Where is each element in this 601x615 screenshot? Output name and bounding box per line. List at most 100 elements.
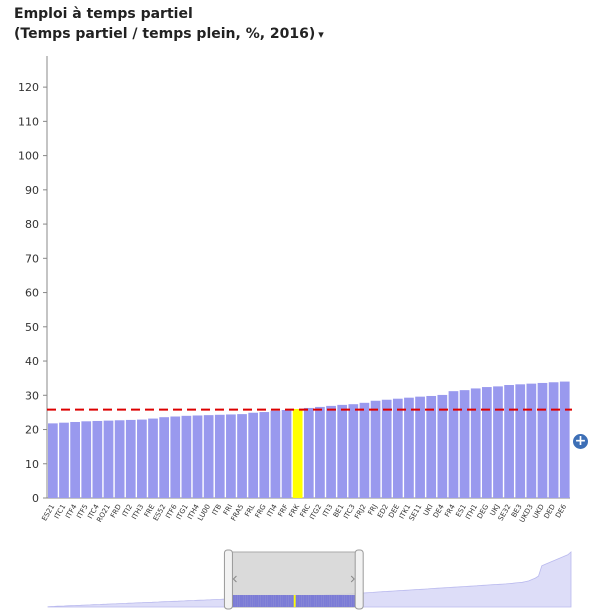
scroll-left-icon[interactable]	[232, 575, 237, 583]
bar-ded[interactable]	[548, 382, 559, 498]
y-tick-label: 50	[25, 321, 39, 334]
navigator-bar	[271, 595, 274, 607]
navigator-bar	[325, 595, 328, 607]
navigator-left-handle[interactable]	[223, 549, 233, 610]
bar-iti2[interactable]	[125, 419, 136, 498]
bar-frl[interactable]	[248, 412, 259, 498]
bar-itc1[interactable]	[59, 422, 69, 498]
navigator-bar	[333, 595, 335, 607]
navigator-bar	[260, 595, 263, 607]
bar-iti4[interactable]	[270, 410, 281, 498]
bar-frd[interactable]	[114, 420, 125, 498]
y-tick-label: 20	[25, 424, 39, 437]
chart-title[interactable]: Emploi à temps partiel (Temps partiel / …	[14, 4, 324, 45]
bar-itf4[interactable]	[70, 421, 80, 498]
bar-ukj[interactable]	[493, 386, 503, 498]
navigator-bar	[267, 595, 270, 607]
navigator-bar	[262, 595, 264, 607]
plus-circle-icon[interactable]: +	[573, 433, 588, 449]
navigator-bar	[245, 595, 248, 607]
x-axis-labels: ES21ITC1ITF4ITF5ITC4RO21FRDITI2ITH3FREES…	[40, 503, 568, 524]
navigator-bar	[291, 595, 294, 607]
bar-se32[interactable]	[504, 385, 514, 498]
x-tick-label: ITI4	[265, 503, 279, 519]
bar-itf6[interactable]	[170, 416, 181, 498]
scroll-right-icon[interactable]	[350, 575, 355, 583]
bar-ith4[interactable]	[192, 415, 203, 498]
bar-es1[interactable]	[459, 390, 470, 498]
bar-itc3[interactable]	[348, 404, 359, 498]
bar-de6[interactable]	[559, 381, 570, 498]
bar-ed2[interactable]	[381, 399, 392, 498]
bar-frc[interactable]	[303, 407, 314, 498]
x-tick-label: ITG2	[308, 503, 323, 521]
navigator-bar	[329, 595, 332, 607]
bar-frk[interactable]	[292, 408, 303, 498]
navigator-bar	[293, 595, 296, 607]
dropdown-caret-icon[interactable]: ▾	[318, 28, 324, 41]
navigator[interactable]	[47, 549, 572, 610]
bar-be3[interactable]	[515, 384, 526, 498]
bar-iti3[interactable]	[326, 405, 336, 498]
bar-se11[interactable]	[415, 396, 425, 498]
navigator-bar	[286, 595, 289, 607]
bar-frg[interactable]	[259, 412, 270, 498]
bar-ith3[interactable]	[137, 419, 147, 498]
navigator-bar	[321, 595, 324, 607]
bar-fri[interactable]	[226, 414, 236, 498]
navigator-bar	[269, 595, 272, 607]
navigator-bar	[318, 595, 320, 607]
bar-frj[interactable]	[370, 400, 381, 498]
navigator-bar	[278, 595, 281, 607]
bar-itf5[interactable]	[81, 421, 92, 498]
navigator-bar	[275, 595, 277, 607]
bar-ith1[interactable]	[470, 388, 481, 498]
bar-ukd[interactable]	[537, 382, 548, 498]
navigator-bar	[247, 595, 249, 607]
chart-title-line1: Emploi à temps partiel	[14, 6, 193, 22]
navigator-bar	[308, 595, 311, 607]
bar-frf[interactable]	[281, 410, 292, 498]
bar-ro21[interactable]	[103, 420, 114, 498]
navigator-bar	[319, 595, 322, 607]
navigator-bar	[276, 595, 279, 607]
navigator-bar	[258, 595, 261, 607]
navigator-bar	[263, 595, 266, 607]
bar-es21[interactable]	[48, 423, 58, 498]
bar-ukd3[interactable]	[526, 383, 537, 498]
bar-frj2[interactable]	[359, 402, 370, 498]
navigator-bar	[265, 595, 268, 607]
bar-lu00[interactable]	[203, 415, 214, 498]
navigator-bar	[312, 595, 315, 607]
bar-es52[interactable]	[159, 417, 170, 498]
y-tick-label: 110	[18, 115, 39, 128]
y-tick-label: 60	[25, 287, 39, 300]
navigator-bar	[306, 595, 309, 607]
x-tick-label: FRK	[287, 503, 301, 519]
x-tick-label: ITC1	[53, 503, 68, 520]
bar-be1[interactable]	[337, 404, 348, 498]
bar-deg[interactable]	[481, 387, 492, 498]
bar-dee[interactable]	[392, 398, 403, 498]
bar-fra5[interactable]	[237, 414, 247, 498]
bar-itk1[interactable]	[404, 397, 414, 498]
y-tick-label: 0	[32, 492, 39, 505]
navigator-bar	[295, 595, 298, 607]
bar-fr4[interactable]	[448, 391, 459, 498]
x-tick-label: DEG	[476, 503, 491, 520]
x-tick-label: FR4	[443, 503, 457, 519]
bar-uki[interactable]	[426, 395, 437, 498]
bar-itb[interactable]	[214, 414, 225, 498]
navigator-bar	[303, 595, 306, 607]
x-tick-label: DED	[543, 503, 558, 520]
bar-de4[interactable]	[437, 394, 448, 498]
navigator-bar	[243, 595, 246, 607]
bar-itg1[interactable]	[181, 415, 192, 498]
y-tick-label: 10	[25, 458, 39, 471]
navigator-bar	[299, 595, 302, 607]
navigator-right-handle[interactable]	[354, 549, 364, 610]
bar-itc4[interactable]	[92, 420, 103, 498]
y-tick-label: 30	[25, 389, 39, 402]
bar-itg2[interactable]	[315, 406, 325, 498]
bar-fre[interactable]	[148, 418, 158, 498]
